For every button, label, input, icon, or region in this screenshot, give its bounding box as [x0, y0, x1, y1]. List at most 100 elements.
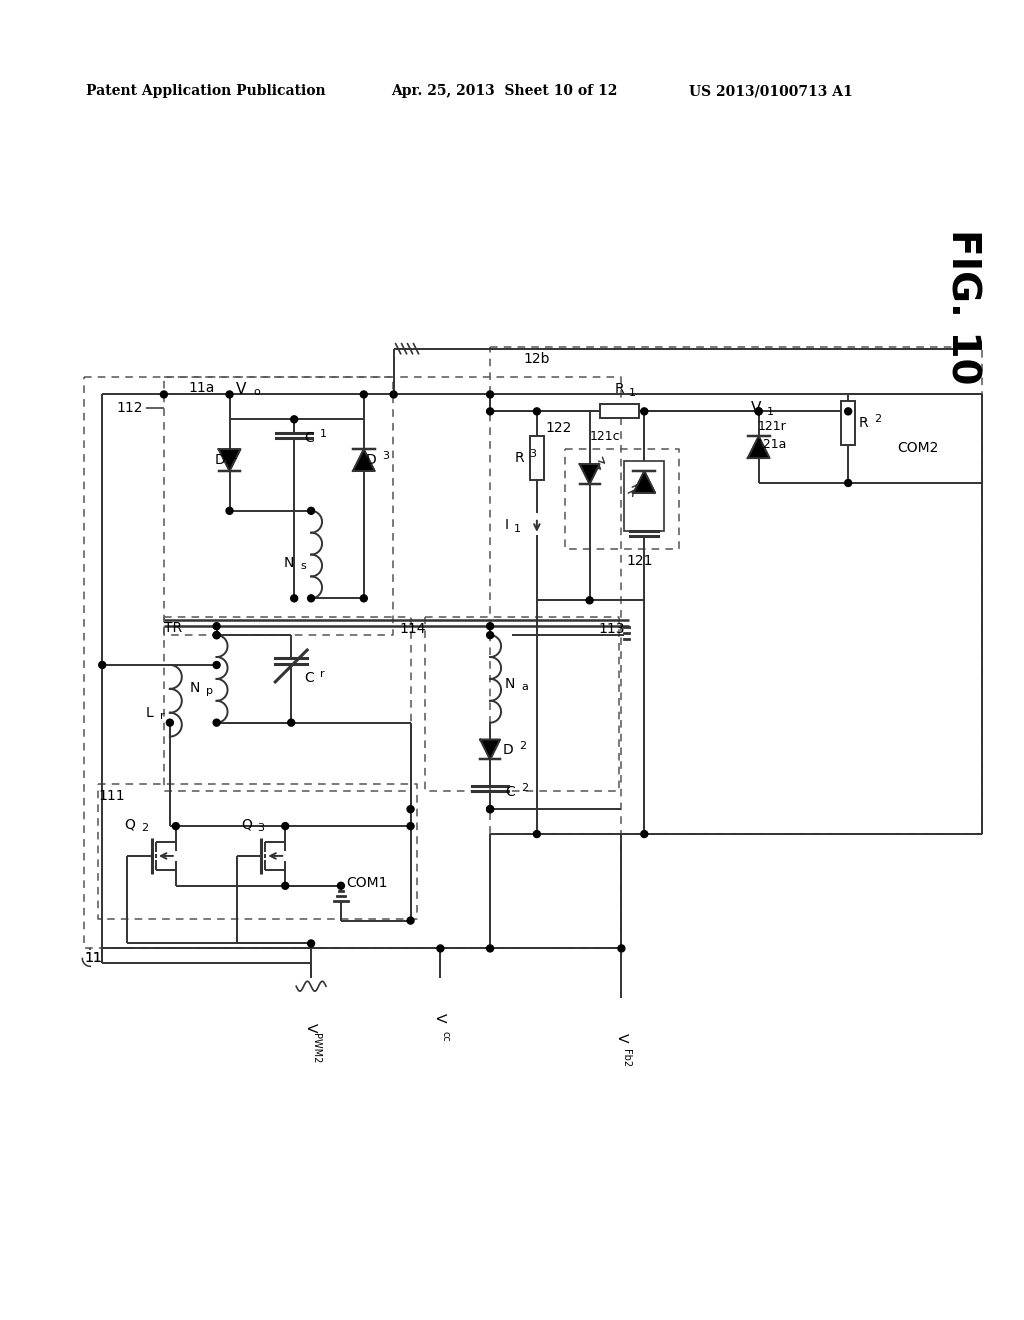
Text: Patent Application Publication: Patent Application Publication	[86, 84, 326, 98]
Text: C: C	[304, 671, 314, 685]
Circle shape	[307, 507, 314, 515]
Text: 11a: 11a	[188, 381, 215, 396]
Text: L: L	[146, 706, 154, 719]
Circle shape	[213, 632, 220, 639]
Text: 1: 1	[321, 429, 327, 440]
Text: cc: cc	[440, 1031, 451, 1041]
Text: N: N	[284, 556, 295, 569]
Circle shape	[226, 391, 233, 397]
Text: 121c: 121c	[589, 430, 620, 442]
Circle shape	[282, 882, 289, 890]
Circle shape	[641, 408, 648, 414]
Circle shape	[617, 945, 625, 952]
Circle shape	[390, 391, 397, 397]
Circle shape	[486, 408, 494, 414]
Circle shape	[534, 408, 541, 414]
Text: 3: 3	[257, 824, 264, 833]
Text: 1: 1	[767, 408, 773, 417]
Text: 112: 112	[117, 401, 143, 416]
Text: s: s	[300, 561, 306, 570]
Circle shape	[486, 623, 494, 630]
Circle shape	[360, 595, 368, 602]
Text: 3: 3	[529, 449, 536, 459]
Text: C: C	[304, 432, 314, 445]
Circle shape	[307, 940, 314, 946]
Text: D: D	[214, 453, 225, 467]
Polygon shape	[748, 436, 770, 458]
Circle shape	[845, 479, 852, 487]
Circle shape	[641, 830, 648, 837]
Circle shape	[755, 408, 762, 414]
Text: COM1: COM1	[346, 875, 387, 890]
Circle shape	[486, 805, 494, 813]
Text: TR: TR	[164, 622, 182, 635]
Text: R: R	[614, 383, 625, 396]
Text: Fb2: Fb2	[622, 1049, 632, 1067]
Circle shape	[172, 822, 179, 829]
Circle shape	[166, 719, 173, 726]
Text: 1: 1	[230, 451, 238, 461]
Text: 2: 2	[874, 414, 881, 424]
Text: r: r	[321, 669, 325, 678]
Text: 11: 11	[84, 952, 102, 965]
Text: o: o	[253, 388, 260, 397]
Text: 121r: 121r	[757, 420, 786, 433]
Text: D: D	[503, 743, 513, 756]
Circle shape	[486, 805, 494, 813]
Circle shape	[213, 719, 220, 726]
Text: D: D	[366, 453, 376, 467]
Text: V: V	[433, 1014, 447, 1023]
Text: 111: 111	[98, 789, 125, 804]
Circle shape	[288, 719, 295, 726]
Text: 121: 121	[626, 553, 652, 568]
Circle shape	[98, 661, 105, 668]
Circle shape	[486, 391, 494, 397]
Text: R: R	[858, 416, 868, 430]
Text: V: V	[237, 381, 247, 397]
Polygon shape	[580, 465, 599, 484]
Circle shape	[282, 822, 289, 829]
Circle shape	[360, 391, 368, 397]
FancyBboxPatch shape	[625, 461, 665, 531]
Circle shape	[437, 945, 443, 952]
Text: 3: 3	[382, 451, 389, 461]
Text: 122: 122	[546, 421, 572, 436]
Text: a: a	[521, 682, 527, 692]
Text: V: V	[614, 1034, 629, 1043]
Text: 2: 2	[521, 783, 528, 793]
Text: N: N	[505, 677, 515, 690]
Text: r: r	[160, 710, 165, 721]
FancyBboxPatch shape	[529, 436, 544, 480]
Text: C: C	[505, 785, 515, 800]
Circle shape	[408, 822, 414, 829]
Text: PWM2: PWM2	[311, 1032, 322, 1063]
Text: I: I	[505, 517, 509, 532]
Text: p: p	[206, 686, 213, 696]
Circle shape	[291, 416, 298, 422]
Text: 2: 2	[519, 741, 526, 751]
Text: V: V	[751, 401, 761, 416]
Text: 12b: 12b	[523, 351, 550, 366]
Text: FIG. 10: FIG. 10	[943, 230, 982, 384]
Circle shape	[213, 623, 220, 630]
Text: Apr. 25, 2013  Sheet 10 of 12: Apr. 25, 2013 Sheet 10 of 12	[391, 84, 617, 98]
Text: 11: 11	[84, 952, 102, 965]
Circle shape	[307, 595, 314, 602]
Text: 2: 2	[141, 824, 148, 833]
Circle shape	[755, 408, 762, 414]
Circle shape	[486, 945, 494, 952]
Circle shape	[486, 632, 494, 639]
Circle shape	[291, 595, 298, 602]
Polygon shape	[218, 449, 241, 471]
Circle shape	[213, 632, 220, 639]
Text: 1: 1	[514, 524, 521, 533]
Circle shape	[408, 917, 414, 924]
Circle shape	[213, 661, 220, 668]
Text: 121a: 121a	[756, 438, 787, 450]
Text: R: R	[514, 451, 523, 465]
Text: US 2013/0100713 A1: US 2013/0100713 A1	[689, 84, 853, 98]
Circle shape	[338, 882, 344, 890]
Text: 1: 1	[629, 388, 635, 399]
Text: V: V	[304, 1023, 318, 1032]
Polygon shape	[353, 449, 375, 471]
